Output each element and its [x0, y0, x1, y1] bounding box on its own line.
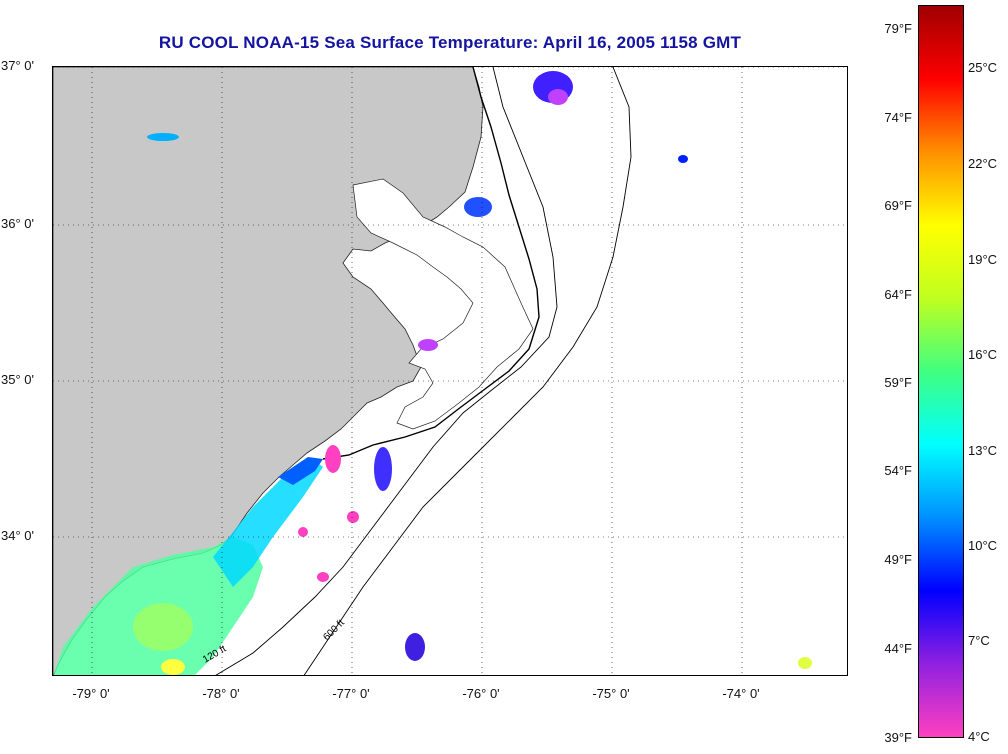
- chart-title: RU COOL NOAA-15 Sea Surface Temperature:…: [158, 33, 742, 52]
- contour-label-600: 600 ft: [321, 617, 347, 643]
- sst-map[interactable]: 120 ft 600 ft: [52, 66, 848, 676]
- cb-c-19: 19°C: [968, 252, 998, 267]
- cb-c-7: 7°C: [968, 633, 990, 648]
- cb-f-79: 79°F: [884, 21, 912, 36]
- sst-map-svg: 120 ft 600 ft: [53, 67, 847, 675]
- contour-600ft: [303, 67, 632, 675]
- lon-label-76: -76° 0': [462, 686, 500, 701]
- cb-f-69: 69°F: [884, 198, 912, 213]
- lat-label-36: 36° 0': [1, 216, 34, 231]
- sst-patches: [53, 71, 812, 675]
- cb-f-64: 64°F: [884, 287, 912, 302]
- cb-f-59: 59°F: [884, 375, 912, 390]
- temperature-colorbar: [918, 5, 964, 738]
- lon-label-79: -79° 0': [72, 686, 110, 701]
- outer-banks-coast: [322, 67, 540, 460]
- cb-c-16: 16°C: [968, 347, 998, 362]
- lon-label-74: -74° 0': [722, 686, 760, 701]
- lat-label-35: 35° 0': [1, 372, 34, 387]
- cb-f-74: 74°F: [884, 110, 912, 125]
- lon-label-78: -78° 0': [202, 686, 240, 701]
- lon-label-75: -75° 0': [592, 686, 630, 701]
- cb-f-39: 39°F: [884, 730, 912, 745]
- cb-f-54: 54°F: [884, 463, 912, 478]
- cb-f-44: 44°F: [884, 641, 912, 656]
- cb-c-22: 22°C: [968, 156, 998, 171]
- cb-c-25: 25°C: [968, 60, 998, 75]
- pamlico-sound: [352, 178, 534, 430]
- cb-c-10: 10°C: [968, 538, 998, 553]
- graticule: [53, 67, 847, 675]
- cb-f-49: 49°F: [884, 552, 912, 567]
- cb-c-4: 4°C: [968, 729, 990, 744]
- lat-label-34: 34° 0': [1, 528, 34, 543]
- lat-label-37: 37° 0': [1, 58, 34, 73]
- lon-label-77: -77° 0': [332, 686, 370, 701]
- contour-120ft: [215, 67, 558, 675]
- cb-c-13: 13°C: [968, 443, 998, 458]
